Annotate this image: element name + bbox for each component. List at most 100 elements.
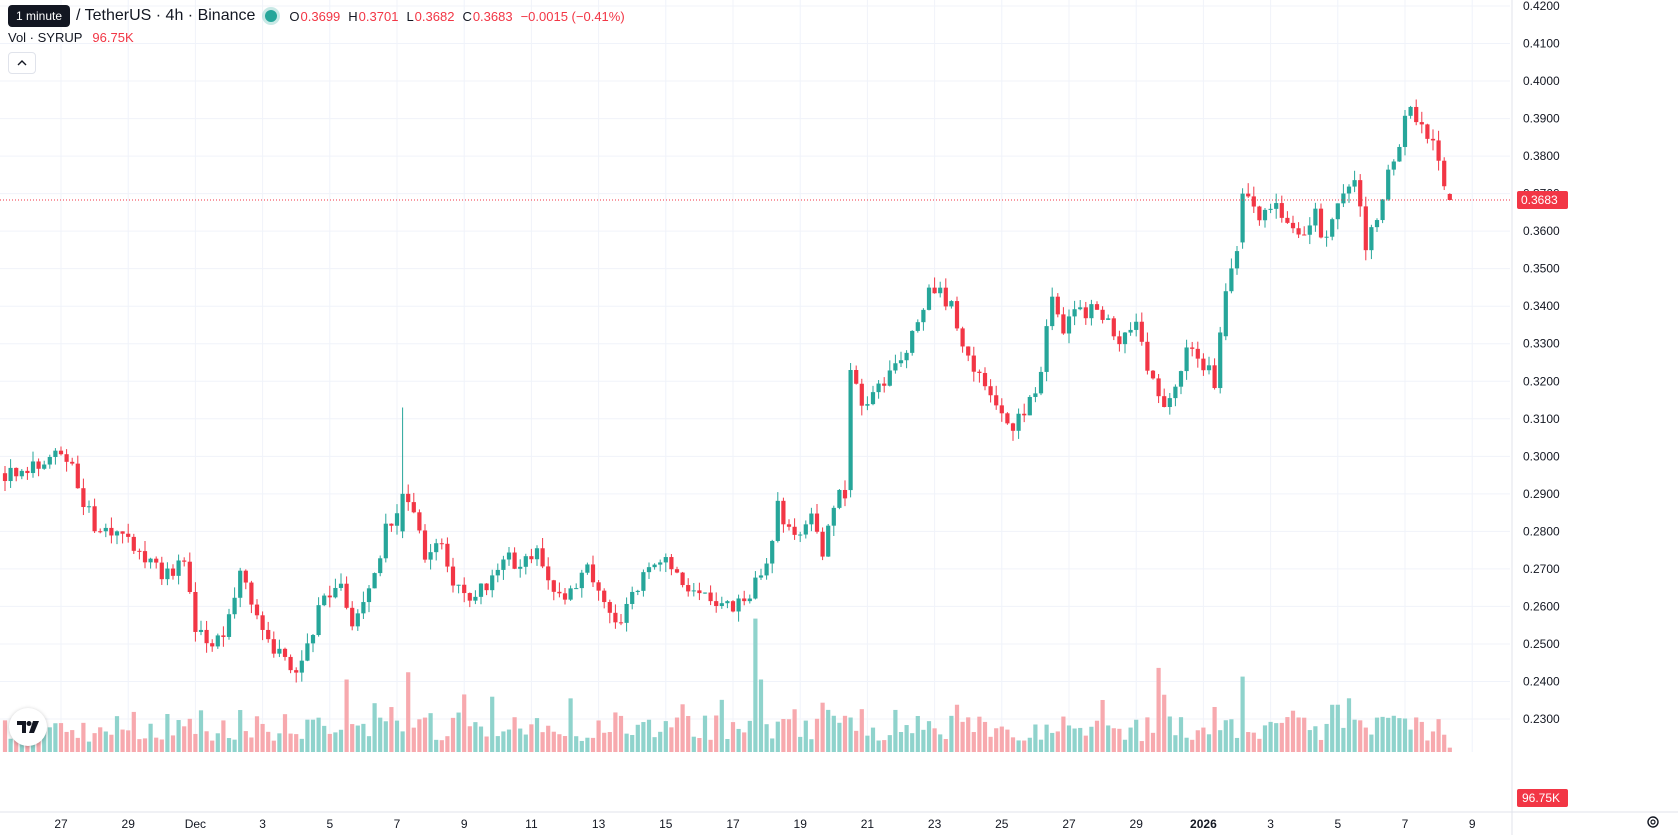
volume-bar <box>422 717 428 752</box>
candle-body <box>798 534 803 536</box>
candle-body <box>1391 161 1396 170</box>
candle-body <box>540 548 545 567</box>
volume-bar <box>842 715 848 752</box>
volume-bar <box>820 702 825 752</box>
volume-bar <box>159 739 164 752</box>
candle-body <box>1425 124 1430 139</box>
volume-bar <box>378 717 383 752</box>
volume-bar <box>1072 728 1077 752</box>
candle-body <box>882 383 887 386</box>
candle-body <box>221 635 226 637</box>
candle-body <box>1369 227 1374 251</box>
volume-bar <box>893 709 898 752</box>
candle-body <box>932 287 937 294</box>
volume-bar <box>462 694 467 752</box>
volume-bar <box>120 729 125 752</box>
candle-body <box>646 567 652 573</box>
candle-body <box>215 635 220 647</box>
volume-bar <box>299 738 304 752</box>
candle-body <box>294 670 299 673</box>
candle-body <box>1061 314 1066 334</box>
volume-bar <box>288 733 293 752</box>
candle-body <box>1402 115 1408 147</box>
candle-body <box>394 513 400 526</box>
volume-bar <box>887 735 892 752</box>
volume-bar <box>646 719 652 752</box>
time-tick-label: 9 <box>461 817 468 831</box>
candle-body <box>1139 321 1144 342</box>
candle-body <box>574 588 579 590</box>
volume-bar <box>854 730 859 752</box>
volume-bar <box>988 736 993 752</box>
volume-bar <box>1335 704 1340 752</box>
volume-bar <box>1374 717 1380 752</box>
market-status-icon[interactable] <box>265 10 278 22</box>
price-tick-label: 0.2900 <box>1523 487 1560 501</box>
candle-body <box>86 506 92 508</box>
volume-bar <box>103 731 108 752</box>
candle-body <box>1330 219 1335 237</box>
volume-bar <box>428 713 433 752</box>
candle-body <box>714 601 719 607</box>
price-tick-label: 0.2700 <box>1523 562 1560 576</box>
volume-bar <box>383 721 388 752</box>
candle-body <box>1285 217 1290 223</box>
candle-body <box>1010 423 1016 431</box>
settings-gear-icon[interactable] <box>1644 813 1662 831</box>
volume-bar <box>1447 747 1452 752</box>
candle-body <box>1100 309 1105 320</box>
candle-body <box>607 602 612 613</box>
symbol-title[interactable]: / TetherUS · 4h · Binance <box>76 7 256 24</box>
volume-bar <box>781 719 786 752</box>
volume-bar <box>1324 723 1329 752</box>
volume-bar <box>1218 730 1223 752</box>
candle-body <box>170 568 176 576</box>
candle-body <box>1106 318 1111 320</box>
price-tick-label: 0.3000 <box>1523 449 1560 463</box>
volume-bar <box>473 722 478 752</box>
candle-body <box>1430 138 1436 141</box>
volume-bar <box>1358 720 1363 752</box>
candle-body <box>977 371 982 373</box>
volume-bars <box>2 618 1452 752</box>
volume-bar <box>540 732 545 752</box>
volume-bar <box>1285 717 1290 752</box>
volume-bar <box>8 738 13 752</box>
time-tick-label: 27 <box>1062 817 1076 831</box>
candle-body <box>305 643 310 661</box>
volume-bar <box>999 726 1004 752</box>
volume-bar <box>848 717 853 752</box>
candle-body <box>831 507 836 526</box>
volume-bar <box>725 738 730 752</box>
volume-bar <box>966 717 971 752</box>
volume-bar <box>758 679 764 752</box>
volume-label[interactable]: Vol · SYRUP <box>8 30 83 45</box>
price-tick-label: 0.3400 <box>1523 299 1560 313</box>
candle-body <box>557 591 562 594</box>
price-tick-label: 0.4200 <box>1523 0 1560 13</box>
volume-bar <box>400 731 405 752</box>
volume-bar <box>977 716 982 752</box>
candle-body <box>8 467 13 482</box>
candle-body <box>568 588 573 600</box>
candle-body <box>210 643 215 647</box>
volume-bar <box>1246 732 1251 752</box>
volume-bar <box>467 726 472 752</box>
collapse-legend-button[interactable] <box>8 52 36 74</box>
candle-body <box>182 560 187 562</box>
time-tick-label: 7 <box>394 817 401 831</box>
volume-bar <box>568 698 573 752</box>
candle-body <box>1335 203 1340 220</box>
volume-bar <box>282 714 288 752</box>
price-axis[interactable]: 0.42000.41000.40000.39000.38000.37000.36… <box>1511 0 1568 835</box>
volume-bar <box>1268 721 1273 752</box>
candle-body <box>674 569 680 573</box>
candle-body <box>523 556 528 567</box>
time-axis[interactable]: 27 29 Dec 3 5 7 9 11 13 15 17 19 21 23 25 27 29 2026 3 5 7 9 <box>0 811 1678 831</box>
volume-bar <box>1038 739 1044 752</box>
candle-body <box>1414 106 1419 123</box>
tradingview-logo-icon[interactable] <box>9 708 47 746</box>
time-tick-label: 27 <box>54 817 68 831</box>
volume-bar <box>702 715 708 752</box>
